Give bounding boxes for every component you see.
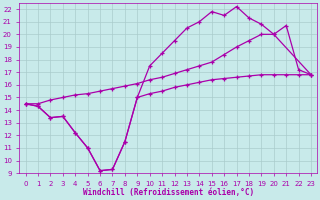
X-axis label: Windchill (Refroidissement éolien,°C): Windchill (Refroidissement éolien,°C) (83, 188, 254, 197)
